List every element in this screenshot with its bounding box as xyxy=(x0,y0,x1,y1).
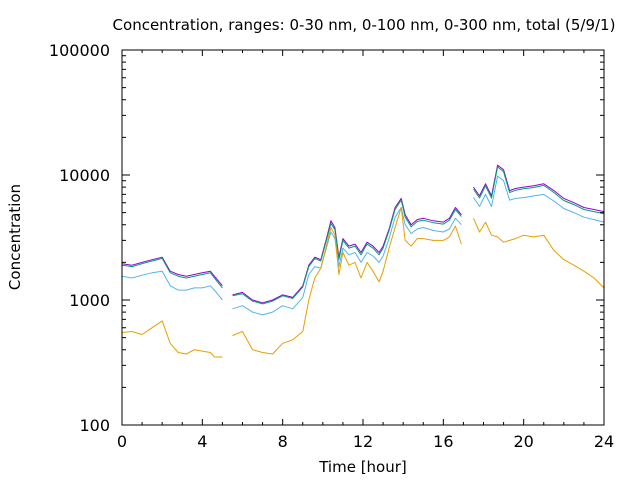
y-ticks: 100 1000 10000 100000 xyxy=(49,41,604,435)
series-layer xyxy=(121,164,605,358)
x-tick-label: 4 xyxy=(197,432,207,451)
x-tick-label: 24 xyxy=(594,432,614,451)
x-axis-label: Time [hour] xyxy=(318,458,407,476)
x-tick-label: 12 xyxy=(353,432,373,451)
x-ticks: 0 4 8 12 16 20 24 xyxy=(117,50,614,451)
x-tick-label: 16 xyxy=(433,432,453,451)
y-tick-label: 100 xyxy=(79,416,110,435)
y-axis-label: Concentration xyxy=(6,184,24,290)
x-tick-label: 8 xyxy=(278,432,288,451)
x-tick-label: 0 xyxy=(117,432,127,451)
plot-border xyxy=(121,49,605,426)
y-tick-label: 100000 xyxy=(49,41,110,60)
series-line-1 xyxy=(121,164,605,304)
y-tick-label: 10000 xyxy=(59,166,110,185)
series-line-2 xyxy=(121,166,605,305)
chart-title: Concentration, ranges: 0-30 nm, 0-100 nm… xyxy=(113,16,616,34)
x-tick-label: 20 xyxy=(513,432,533,451)
series-line-3 xyxy=(121,175,605,316)
y-tick-label: 1000 xyxy=(69,291,110,310)
series-line-4 xyxy=(121,207,605,358)
